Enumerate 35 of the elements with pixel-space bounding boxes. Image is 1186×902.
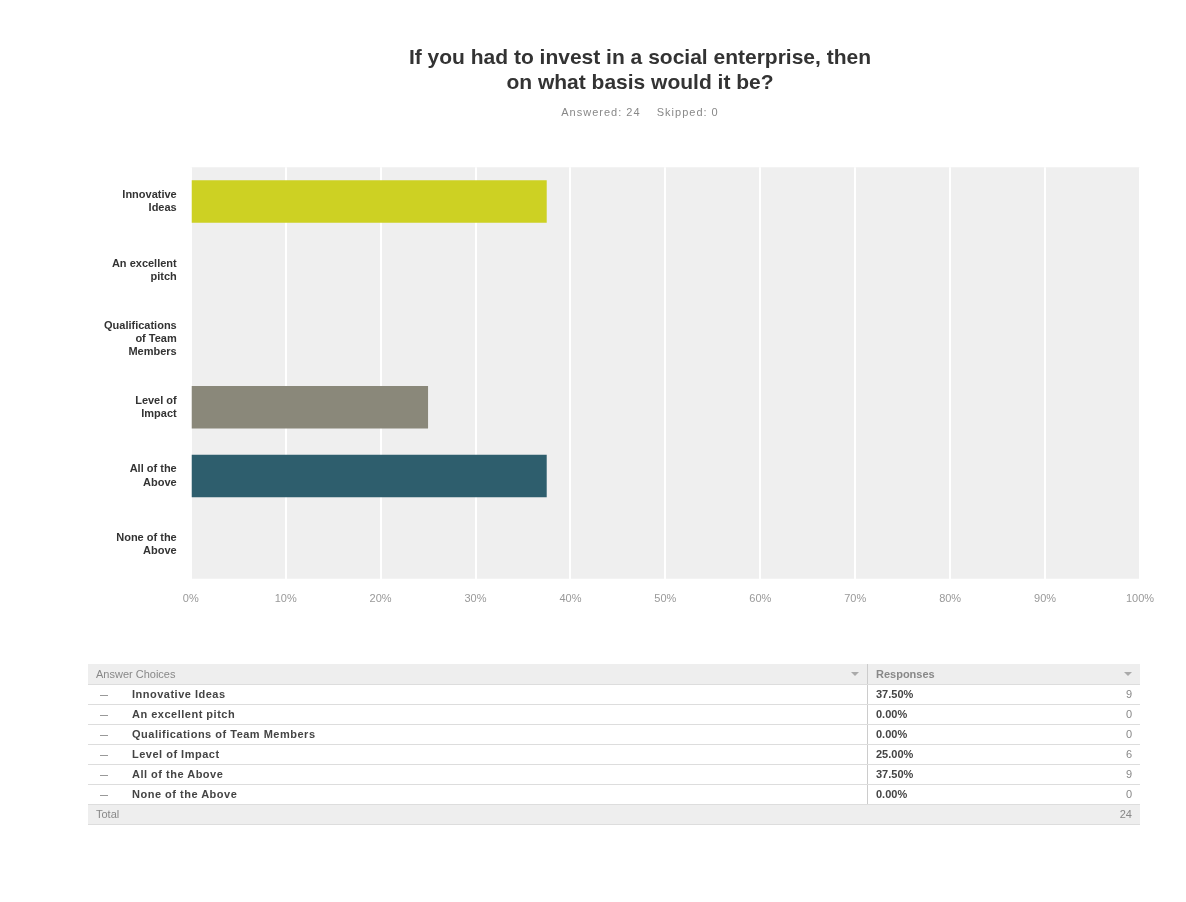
y-tick-label: None of the Above [116, 530, 177, 557]
x-tick-label: 80% [939, 592, 962, 605]
x-tick-label: 40% [559, 592, 582, 605]
text: 37.50% [867, 684, 1044, 704]
x-tick-label: 100% [1125, 592, 1155, 605]
x-tick-label: 70% [844, 592, 867, 605]
y-tick-label: Innovative Ideas [122, 187, 177, 214]
x-tick-label: 50% [654, 592, 677, 605]
x-tick-label: 90% [1034, 592, 1057, 605]
text: 0.00% [867, 784, 1044, 804]
chart-subtitle: Answered: 24 Skipped: 0 [560, 106, 720, 118]
x-tick-label: 10% [274, 592, 297, 605]
text: Responses [867, 664, 1140, 684]
y-tick-label: Level of Impact [135, 393, 178, 419]
text: Answer Choices [88, 664, 868, 684]
y-tick-label: All of the Above [129, 462, 177, 488]
text: 25.00% [867, 744, 1044, 764]
text: 6 [1044, 744, 1140, 764]
text: 0 [1044, 704, 1140, 724]
text: 24 [1044, 804, 1140, 824]
text: 0.00% [867, 724, 1044, 744]
text: 0.00% [867, 704, 1044, 724]
y-tick-label: Qualifications of Team Members [103, 318, 177, 357]
x-tick-label: 20% [369, 592, 392, 605]
text: 0 [1044, 724, 1140, 744]
text: Total [88, 804, 1044, 824]
x-tick-label: 0% [182, 592, 199, 605]
text: 0 [1044, 784, 1140, 804]
y-tick-label: An excellent pitch [111, 256, 178, 282]
x-tick-label: 60% [749, 592, 772, 605]
text: 37.50% [867, 764, 1044, 784]
text: 9 [1044, 764, 1140, 784]
text: 9 [1044, 684, 1140, 704]
x-tick-label: 30% [464, 592, 487, 605]
chart-title: If you had to invest in a social enterprise, then on what basis would it be? [407, 44, 873, 94]
